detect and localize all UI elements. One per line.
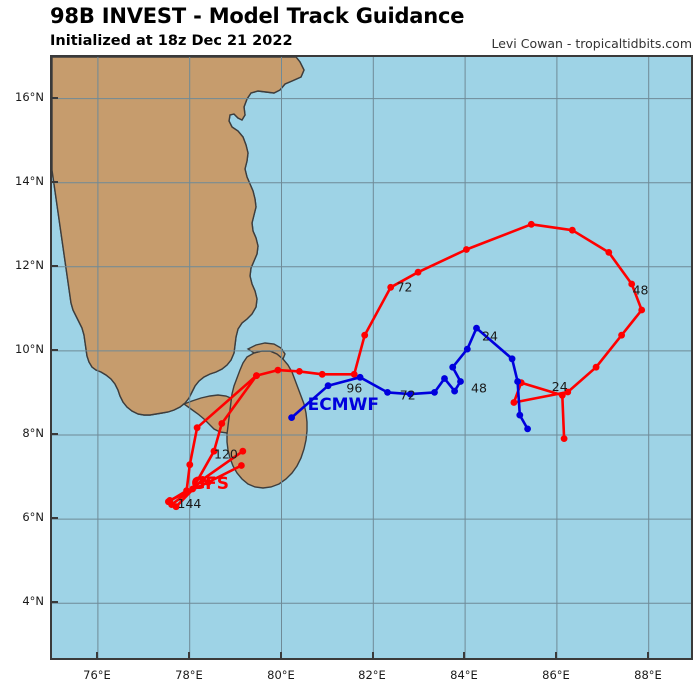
gfs-track-point xyxy=(199,476,207,483)
ytick-label-6n: 6°N xyxy=(22,510,44,524)
gfs-track-point xyxy=(618,331,625,339)
gfs-track-point xyxy=(186,461,194,469)
ecmwf-track-point xyxy=(463,345,471,353)
ytick-mark-10n xyxy=(52,349,58,351)
map-plot-area: GFS 24 48 72 96 120 144 ECMWF 24 48 72 xyxy=(50,55,693,660)
ecmwf-track-point xyxy=(324,382,332,390)
gfs-track-point xyxy=(564,388,572,396)
gfs-track-point xyxy=(558,391,566,399)
xtick-mark-76e xyxy=(96,652,98,658)
gfs-track-point xyxy=(463,246,470,253)
ecmwf-track-point xyxy=(406,390,414,398)
ecmwf-hour-label-24: 24 xyxy=(482,329,498,344)
ecmwf-track-point xyxy=(473,324,480,332)
ecmwf-track-point xyxy=(441,375,448,382)
gfs-track-point xyxy=(166,497,174,504)
ytick-label-10n: 10°N xyxy=(15,342,44,356)
ytick-label-16n: 16°N xyxy=(15,90,44,104)
gfs-hour-label-144: 144 xyxy=(178,496,202,511)
ytick-label-8n: 8°N xyxy=(22,426,44,440)
xtick-mark-78e xyxy=(188,652,190,658)
ecmwf-track-point xyxy=(384,389,391,396)
xtick-label-76e: 76°E xyxy=(83,668,111,682)
ytick-mark-14n xyxy=(52,181,58,183)
ecmwf-model-name-label: ECMWF xyxy=(308,395,379,415)
gfs-track-point xyxy=(193,424,201,432)
xtick-mark-82e xyxy=(372,652,374,658)
ecmwf-track-point xyxy=(516,411,524,419)
ecmwf-track-point xyxy=(356,373,364,381)
xtick-mark-86e xyxy=(555,652,557,658)
ecmwf-track-point xyxy=(431,389,438,396)
gfs-track-point xyxy=(592,363,600,371)
gfs-hour-label-120: 120 xyxy=(214,446,238,461)
map-canvas: GFS 24 48 72 96 120 144 ECMWF 24 48 72 xyxy=(52,57,691,658)
gfs-model-name-label: GFS xyxy=(191,474,229,494)
gfs-track-point xyxy=(238,462,245,469)
gfs-track-point xyxy=(172,503,180,511)
ecmwf-track-line xyxy=(290,326,529,431)
initialization-subtitle: Initialized at 18z Dec 21 2022 xyxy=(50,33,293,49)
gfs-track-point xyxy=(560,435,568,442)
page-title: 98B INVEST - Model Track Guidance xyxy=(50,4,465,28)
xtick-mark-80e xyxy=(280,652,282,658)
ytick-mark-12n xyxy=(52,265,58,267)
gfs-track-point xyxy=(568,226,576,234)
xtick-label-80e: 80°E xyxy=(267,668,295,682)
gfs-track-point xyxy=(387,283,395,291)
model-track-layer xyxy=(165,220,646,511)
xtick-label-82e: 82°E xyxy=(358,668,386,682)
gfs-track-point xyxy=(253,372,260,379)
ecmwf-track-point xyxy=(449,363,457,371)
xtick-label-78e: 78°E xyxy=(175,668,203,682)
xtick-mark-84e xyxy=(463,652,465,658)
gfs-track-point xyxy=(361,331,369,339)
ecmwf-track-point xyxy=(457,378,464,385)
gfs-track-point xyxy=(414,268,422,276)
ytick-mark-16n xyxy=(52,97,58,99)
gfs-hour-label-72: 72 xyxy=(397,280,413,295)
ecmwf-track-point xyxy=(288,414,295,421)
ytick-mark-4n xyxy=(52,601,58,603)
xtick-mark-88e xyxy=(647,652,649,658)
ecmwf-track-point xyxy=(524,425,531,433)
south-india-tip xyxy=(52,57,305,416)
ytick-label-12n: 12°N xyxy=(15,258,44,272)
gfs-track-point xyxy=(218,420,226,427)
gfs-hour-label-24: 24 xyxy=(552,379,568,394)
xtick-label-88e: 88°E xyxy=(634,668,662,682)
gfs-track-point xyxy=(628,280,636,288)
grid-lines xyxy=(52,57,691,658)
gfs-track-point xyxy=(527,220,535,228)
gfs-track-point xyxy=(183,487,191,495)
ecmwf-track-point xyxy=(514,378,521,385)
gfs-track-point xyxy=(638,306,646,314)
ytick-label-14n: 14°N xyxy=(15,174,44,188)
gfs-track-point xyxy=(189,485,197,493)
gfs-hour-label-96: 96 xyxy=(346,380,362,395)
gfs-hour-label-48: 48 xyxy=(633,283,649,298)
gfs-track-point xyxy=(510,399,518,406)
ecmwf-track-point xyxy=(451,387,458,395)
land-masses xyxy=(52,57,308,489)
ecmwf-track-point xyxy=(508,355,516,363)
ytick-mark-8n xyxy=(52,433,58,435)
model-track-label-layer: GFS 24 48 72 96 120 144 ECMWF 24 48 72 xyxy=(178,280,649,512)
gfs-track-point xyxy=(350,370,358,378)
ecmwf-hour-label-48: 48 xyxy=(471,380,487,395)
xtick-label-84e: 84°E xyxy=(450,668,478,682)
attribution-credit: Levi Cowan - tropicaltidbits.com xyxy=(491,36,692,51)
gfs-track-point xyxy=(318,370,326,378)
gfs-track-point xyxy=(274,366,282,374)
xtick-label-86e: 86°E xyxy=(542,668,570,682)
gfs-track-point xyxy=(204,478,212,486)
ytick-label-4n: 4°N xyxy=(22,594,44,608)
gfs-track-point xyxy=(296,368,303,375)
gfs-track-point xyxy=(239,447,247,455)
ecmwf-hour-label-72: 72 xyxy=(400,388,416,403)
ytick-mark-6n xyxy=(52,517,58,519)
gfs-track-point xyxy=(210,447,218,455)
gfs-track-point xyxy=(605,249,613,256)
